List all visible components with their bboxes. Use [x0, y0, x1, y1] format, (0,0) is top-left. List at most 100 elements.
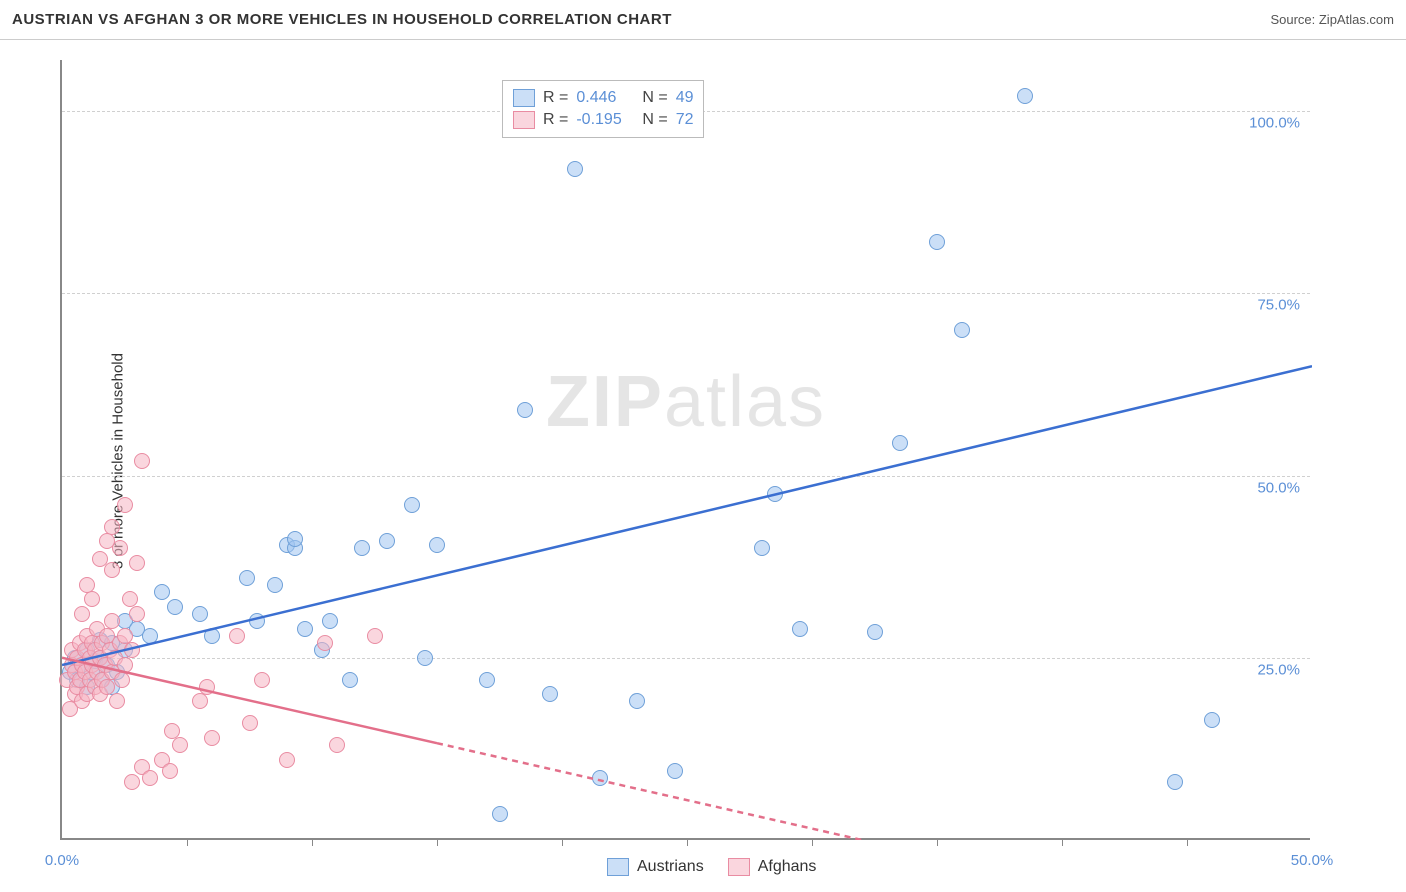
data-point	[429, 537, 445, 553]
x-tick	[937, 838, 938, 846]
y-tick-label: 75.0%	[1257, 297, 1300, 314]
data-point	[254, 672, 270, 688]
data-point	[124, 642, 140, 658]
data-point	[124, 774, 140, 790]
x-tick	[687, 838, 688, 846]
data-point	[104, 613, 120, 629]
data-point	[117, 497, 133, 513]
data-point	[754, 540, 770, 556]
source-name: ZipAtlas.com	[1319, 12, 1394, 27]
data-point	[172, 737, 188, 753]
watermark-rest: atlas	[664, 362, 826, 442]
legend-n-value: 72	[676, 111, 694, 129]
y-tick-label: 100.0%	[1249, 115, 1300, 132]
title-bar: AUSTRIAN VS AFGHAN 3 OR MORE VEHICLES IN…	[0, 0, 1406, 40]
data-point	[134, 453, 150, 469]
data-point	[199, 679, 215, 695]
x-tick	[1187, 838, 1188, 846]
x-tick	[312, 838, 313, 846]
legend-series-name: Austrians	[637, 858, 704, 876]
data-point	[129, 555, 145, 571]
data-point	[892, 435, 908, 451]
data-point	[142, 770, 158, 786]
watermark-bold: ZIP	[546, 362, 664, 442]
data-point	[329, 737, 345, 753]
data-point	[517, 402, 533, 418]
data-point	[99, 679, 115, 695]
data-point	[297, 621, 313, 637]
chart-area: 3 or more Vehicles in Household ZIPatlas…	[10, 40, 1396, 882]
data-point	[1167, 774, 1183, 790]
data-point	[479, 672, 495, 688]
series-legend: Austrians Afghans	[607, 858, 816, 876]
data-point	[287, 531, 303, 547]
x-tick-label: 0.0%	[45, 852, 79, 869]
data-point	[109, 693, 125, 709]
data-point	[567, 161, 583, 177]
data-point	[267, 577, 283, 593]
legend-n-label: N =	[642, 89, 667, 107]
legend-row: R = 0.446 N = 49	[513, 87, 693, 109]
data-point	[192, 693, 208, 709]
data-point	[104, 562, 120, 578]
data-point	[417, 650, 433, 666]
data-point	[114, 672, 130, 688]
data-point	[667, 763, 683, 779]
data-point	[204, 730, 220, 746]
data-point	[379, 533, 395, 549]
legend-item: Austrians	[607, 858, 704, 876]
x-tick	[187, 838, 188, 846]
plot-region: ZIPatlas 25.0%50.0%75.0%100.0%0.0%50.0%R…	[60, 60, 1310, 840]
data-point	[229, 628, 245, 644]
data-point	[167, 599, 183, 615]
legend-r-value: 0.446	[576, 89, 634, 107]
legend-n-value: 49	[676, 89, 694, 107]
legend-series-name: Afghans	[758, 858, 817, 876]
legend-swatch	[607, 858, 629, 876]
data-point	[239, 570, 255, 586]
watermark: ZIPatlas	[546, 361, 826, 443]
data-point	[129, 606, 145, 622]
data-point	[342, 672, 358, 688]
data-point	[154, 584, 170, 600]
data-point	[367, 628, 383, 644]
legend-r-label: R =	[543, 89, 568, 107]
data-point	[249, 613, 265, 629]
legend-r-value: -0.195	[576, 111, 634, 129]
data-point	[767, 486, 783, 502]
gridline	[62, 476, 1310, 477]
legend-item: Afghans	[728, 858, 817, 876]
data-point	[117, 628, 133, 644]
data-point	[122, 591, 138, 607]
data-point	[792, 621, 808, 637]
x-tick	[812, 838, 813, 846]
gridline	[62, 658, 1310, 659]
data-point	[117, 657, 133, 673]
x-tick	[437, 838, 438, 846]
data-point	[1017, 88, 1033, 104]
x-tick-label: 50.0%	[1291, 852, 1334, 869]
data-point	[92, 551, 108, 567]
source: Source: ZipAtlas.com	[1270, 12, 1394, 27]
data-point	[629, 693, 645, 709]
x-tick	[1062, 838, 1063, 846]
legend-swatch	[513, 89, 535, 107]
data-point	[592, 770, 608, 786]
data-point	[204, 628, 220, 644]
data-point	[954, 322, 970, 338]
data-point	[242, 715, 258, 731]
data-point	[279, 752, 295, 768]
data-point	[542, 686, 558, 702]
data-point	[929, 234, 945, 250]
data-point	[867, 624, 883, 640]
data-point	[79, 577, 95, 593]
y-tick-label: 50.0%	[1257, 479, 1300, 496]
data-point	[404, 497, 420, 513]
data-point	[84, 591, 100, 607]
y-tick-label: 25.0%	[1257, 661, 1300, 678]
data-point	[317, 635, 333, 651]
x-tick	[562, 838, 563, 846]
legend-n-label: N =	[642, 111, 667, 129]
data-point	[142, 628, 158, 644]
data-point	[192, 606, 208, 622]
